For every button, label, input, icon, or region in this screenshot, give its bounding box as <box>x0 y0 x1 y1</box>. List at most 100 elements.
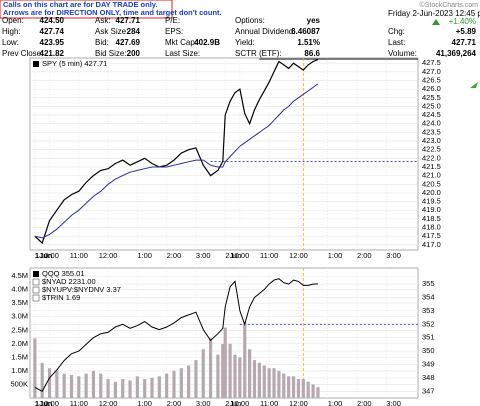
x-tick-label: 2:00 <box>357 399 372 406</box>
y-tick-label: 417.5 <box>422 231 441 240</box>
legend-entry: $TRIN 1.69 <box>42 293 80 302</box>
volume-bar <box>257 362 261 398</box>
quote-label: Prev Close: <box>2 49 43 58</box>
quote-label: Bid: <box>95 38 109 47</box>
quote-value: +5.89 <box>456 27 477 36</box>
y-tick-label: 1.0M <box>11 366 28 375</box>
quote-value: 424.50 <box>40 16 65 25</box>
x-tick-label: 11:00 <box>260 251 278 260</box>
y-tick-label: 355 <box>422 279 435 288</box>
x-tick-label: 11:00 <box>260 399 278 406</box>
volume-bar <box>262 365 266 398</box>
volume-bar <box>33 338 37 398</box>
quote-value: 402.9B <box>194 38 220 47</box>
x-tick-label: 12:00 <box>99 251 118 260</box>
volume-bar <box>243 322 247 398</box>
x-tick-label: 2:00 <box>167 399 182 406</box>
x-tick-label: 2:00 <box>357 251 372 260</box>
price-line <box>34 83 319 239</box>
x-tick-label: 2:00 <box>167 251 182 260</box>
quote-label: P/E: <box>165 16 180 25</box>
volume-bar <box>316 387 320 398</box>
quote-label: Volume: <box>388 49 417 58</box>
volume-bar <box>62 373 66 398</box>
y-tick-label: 423.0 <box>422 136 441 145</box>
volume-bar <box>221 343 225 398</box>
quote-value: 200 <box>127 49 141 58</box>
legend-swatch <box>32 286 40 294</box>
change-pct: +1.40% <box>449 17 476 26</box>
volume-bar <box>121 379 125 398</box>
y-tick-label: 350 <box>422 346 435 355</box>
y-tick-label: 2.0M <box>11 339 28 348</box>
volume-bar <box>291 376 296 398</box>
x-tick-label: 3:00 <box>386 251 401 260</box>
volume-bar <box>301 379 305 398</box>
volume-bar <box>91 370 96 398</box>
y-tick-label: 427.0 <box>422 67 441 76</box>
notice: Calls on this chart are for DAY TRADE on… <box>3 0 157 9</box>
y-tick-label: 418.0 <box>422 222 441 231</box>
quote-value: yes <box>307 16 321 25</box>
x-tick-label: 12:00 <box>289 251 308 260</box>
y-tick-label: 419.5 <box>422 197 441 206</box>
volume-bar <box>223 327 227 398</box>
price-line <box>34 59 319 245</box>
plot-frame <box>29 57 419 251</box>
y-tick-label: 348 <box>422 373 435 382</box>
y-tick-label: 419.0 <box>422 205 441 214</box>
quote-label: Yield: <box>235 38 255 47</box>
volume-bar <box>128 380 132 398</box>
quote-label: Mkt Cap: <box>165 38 197 47</box>
x-tick-label: 2Jun <box>225 399 241 406</box>
quote-label: Ask: <box>95 16 111 25</box>
y-tick-label: 424.5 <box>422 110 441 119</box>
y-tick-label: 420.5 <box>422 179 441 188</box>
volume-bar <box>165 373 169 398</box>
volume-bar <box>252 360 257 398</box>
quote-label: Open: <box>2 16 24 25</box>
y-tick-label: 422.5 <box>422 145 441 154</box>
volume-bar <box>135 376 139 398</box>
x-tick-label: 1:00 <box>328 251 343 260</box>
y-tick-label: 417.0 <box>422 240 441 249</box>
price-line <box>34 278 318 392</box>
y-tick-label: 3.5M <box>11 298 28 307</box>
y-tick-label: 425.5 <box>422 93 441 102</box>
y-tick-label: 500K <box>10 379 28 388</box>
y-tick-label: 426.5 <box>422 75 441 84</box>
volume-bar <box>143 379 147 398</box>
quote-label: EPS: <box>165 27 183 36</box>
legend-entry: $NYUPV:$NYDNV 3.37 <box>42 285 121 294</box>
quote-label: Chg: <box>388 27 405 36</box>
volume-bar <box>99 373 103 398</box>
quote-value: 427.74 <box>40 27 65 36</box>
x-tick-label: 12:00 <box>289 399 308 406</box>
volume-bar <box>248 349 252 398</box>
y-tick-label: 4.5M <box>11 271 28 280</box>
x-tick-label: 3:00 <box>386 399 401 406</box>
volume-bar <box>216 354 220 398</box>
y-tick-label: 349 <box>422 359 435 368</box>
quote-label: SCTR (ETF): <box>235 49 282 58</box>
volume-bar <box>47 368 52 398</box>
volume-bar <box>208 338 213 398</box>
volume-bar <box>172 370 176 398</box>
legend-swatch <box>32 294 40 302</box>
y-tick-label: 421.5 <box>422 162 441 171</box>
quote-value: 427.71 <box>116 16 141 25</box>
datetime: Friday 2-Jun-2023 12:45 pm <box>388 9 480 18</box>
legend-entry: $NYAD 2231.00 <box>42 277 96 286</box>
x-tick-label: 10:00 <box>230 251 249 260</box>
quote-value: 86.6 <box>304 49 320 58</box>
credit: ©StockCharts.com <box>420 1 479 9</box>
quote-label: High: <box>2 27 21 36</box>
y-tick-label: 3.0M <box>11 312 28 321</box>
volume-bar <box>296 379 301 398</box>
y-tick-label: 2.5M <box>11 325 28 334</box>
y-tick-label: 354 <box>422 292 435 301</box>
quote-label: Last: <box>388 38 405 47</box>
x-tick-label: 3:00 <box>196 399 211 406</box>
volume-bar <box>40 362 44 398</box>
y-tick-label: 423.5 <box>422 127 441 136</box>
